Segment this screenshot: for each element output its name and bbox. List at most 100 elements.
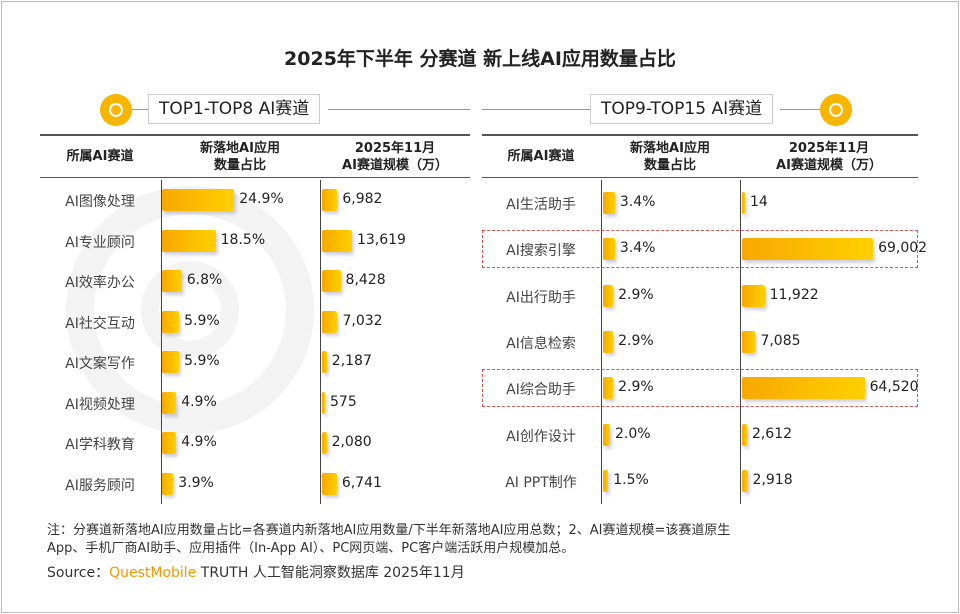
- source-text: TRUTH 人工智能洞察数据库 2025年11月: [196, 565, 465, 581]
- track-name: AI学科教育: [65, 437, 135, 454]
- left-table: 所属AI赛道 新落地AI应用 数量占比 2025年11月 AI赛道规模（万） AI图…: [40, 134, 470, 504]
- header-pct-line2: 数量占比: [643, 157, 696, 173]
- scale-label: 2,187: [331, 353, 372, 370]
- divider: [132, 109, 148, 110]
- track-name: AI出行助手: [506, 289, 576, 306]
- scale-bar: [742, 238, 874, 261]
- pct-bar: [603, 238, 615, 261]
- track-name: AI生活助手: [506, 197, 576, 214]
- column-divider: [161, 180, 162, 504]
- pct-label: 24.9%: [239, 191, 284, 208]
- scale-bar: [322, 472, 337, 495]
- track-name: AI服务顾问: [65, 477, 135, 494]
- scale-label: 11,922: [769, 286, 819, 303]
- scale-bar: [322, 432, 327, 455]
- divider: [780, 109, 820, 110]
- pct-label: 1.5%: [613, 471, 649, 488]
- track-name: AI综合助手: [506, 382, 576, 399]
- footnote-line2: App、手机厂商AI助手、应用插件（In-App AI）、PC网页端、PC客户端…: [47, 541, 575, 556]
- scale-label: 2,918: [752, 471, 793, 488]
- scale-bar: [742, 192, 745, 215]
- pct-label: 4.9%: [181, 393, 217, 410]
- scale-bar: [322, 229, 352, 252]
- source: Source：QuestMobile TRUTH 人工智能洞察数据库 2025年…: [47, 564, 927, 582]
- pct-bar: [603, 284, 614, 307]
- header-track: 所属AI赛道: [482, 136, 600, 178]
- pct-bar: [603, 192, 615, 215]
- scale-label: 6,982: [342, 191, 383, 208]
- pct-bar: [162, 229, 216, 252]
- footnote-line1: 注：分赛道新落地AI应用数量占比=各赛道内新落地AI应用数量/下半年新落地AI应…: [47, 523, 731, 538]
- pct-bar: [603, 377, 614, 400]
- pct-label: 5.9%: [184, 353, 220, 370]
- pct-label: 4.9%: [181, 434, 217, 451]
- column-divider: [320, 180, 321, 504]
- right-table: 所属AI赛道 新落地AI应用 数量占比 2025年11月 AI赛道规模（万） AI生…: [482, 134, 927, 504]
- pct-label: 5.9%: [184, 312, 220, 329]
- track-name: AI创作设计: [506, 428, 576, 445]
- right-section-badge-icon: [820, 94, 852, 126]
- pct-bar: [162, 310, 180, 333]
- header-scale-line2: AI赛道规模（万）: [342, 157, 448, 173]
- pct-bar: [603, 331, 614, 353]
- highlight-box: [482, 230, 918, 269]
- footnote: 注：分赛道新落地AI应用数量占比=各赛道内新落地AI应用数量/下半年新落地AI应…: [47, 522, 927, 558]
- scale-label: 14: [750, 194, 768, 211]
- header-pct: 新落地AI应用 数量占比: [600, 136, 740, 178]
- scale-label: 7,032: [342, 312, 383, 329]
- scale-bar: [322, 391, 325, 414]
- chart-title: 2025年下半年 分赛道 新上线AI应用数量占比: [284, 48, 676, 70]
- pct-bar: [603, 423, 610, 446]
- source-label: Source：: [47, 565, 110, 581]
- divider: [482, 109, 590, 110]
- scale-bar: [322, 189, 338, 212]
- track-name: AI PPT制作: [505, 474, 577, 491]
- pct-label: 2.9%: [618, 286, 654, 303]
- pct-label: 2.0%: [615, 425, 651, 442]
- pct-label: 6.8%: [186, 272, 223, 289]
- track-name: AI搜索引擎: [506, 243, 576, 260]
- scale-bar: [742, 331, 756, 353]
- scale-bar: [742, 284, 765, 307]
- scale-label: 6,741: [341, 474, 382, 491]
- pct-bar: [162, 351, 180, 374]
- column-divider: [601, 180, 602, 504]
- scale-bar: [322, 351, 327, 374]
- track-name: AI图像处理: [65, 194, 135, 211]
- pct-label: 2.9%: [618, 333, 654, 349]
- header-scale: 2025年11月 AI赛道规模（万）: [320, 136, 470, 178]
- header-scale: 2025年11月 AI赛道规模（万）: [740, 136, 918, 178]
- pct-bar: [162, 432, 177, 455]
- header-scale-line2: AI赛道规模（万）: [776, 157, 882, 173]
- scale-bar: [742, 377, 865, 400]
- scale-label: 7,085: [760, 333, 801, 349]
- scale-bar: [322, 310, 338, 333]
- column-divider: [740, 180, 741, 504]
- pct-label: 3.4%: [619, 240, 656, 257]
- header-pct-line1: 新落地AI应用: [630, 140, 710, 156]
- pct-bar: [162, 189, 235, 212]
- scale-label: 69,002: [878, 240, 928, 257]
- divider: [328, 109, 470, 110]
- track-name: AI文案写作: [65, 356, 135, 373]
- track-name: AI社交互动: [65, 315, 135, 332]
- header-pct-line1: 新落地AI应用: [200, 140, 280, 156]
- scale-label: 575: [330, 393, 357, 410]
- track-name: AI视频处理: [65, 396, 135, 413]
- scale-bar: [322, 270, 341, 293]
- track-name: AI效率办公: [65, 275, 135, 292]
- scale-label: 2,080: [331, 434, 372, 451]
- source-brand: QuestMobile: [109, 565, 197, 581]
- track-name: AI信息检索: [506, 336, 576, 352]
- footer: 注：分赛道新落地AI应用数量占比=各赛道内新落地AI应用数量/下半年新落地AI应…: [47, 522, 927, 582]
- pct-bar: [603, 469, 609, 492]
- left-section-badge-icon: [100, 94, 132, 126]
- header-pct: 新落地AI应用 数量占比: [160, 136, 320, 178]
- scale-label: 8,428: [345, 272, 386, 289]
- header-pct-line2: 数量占比: [213, 157, 266, 173]
- pct-bar: [162, 472, 174, 495]
- pct-label: 3.4%: [619, 194, 656, 211]
- header-track: 所属AI赛道: [40, 136, 160, 178]
- right-section-title: TOP9-TOP15 AI赛道: [590, 94, 774, 124]
